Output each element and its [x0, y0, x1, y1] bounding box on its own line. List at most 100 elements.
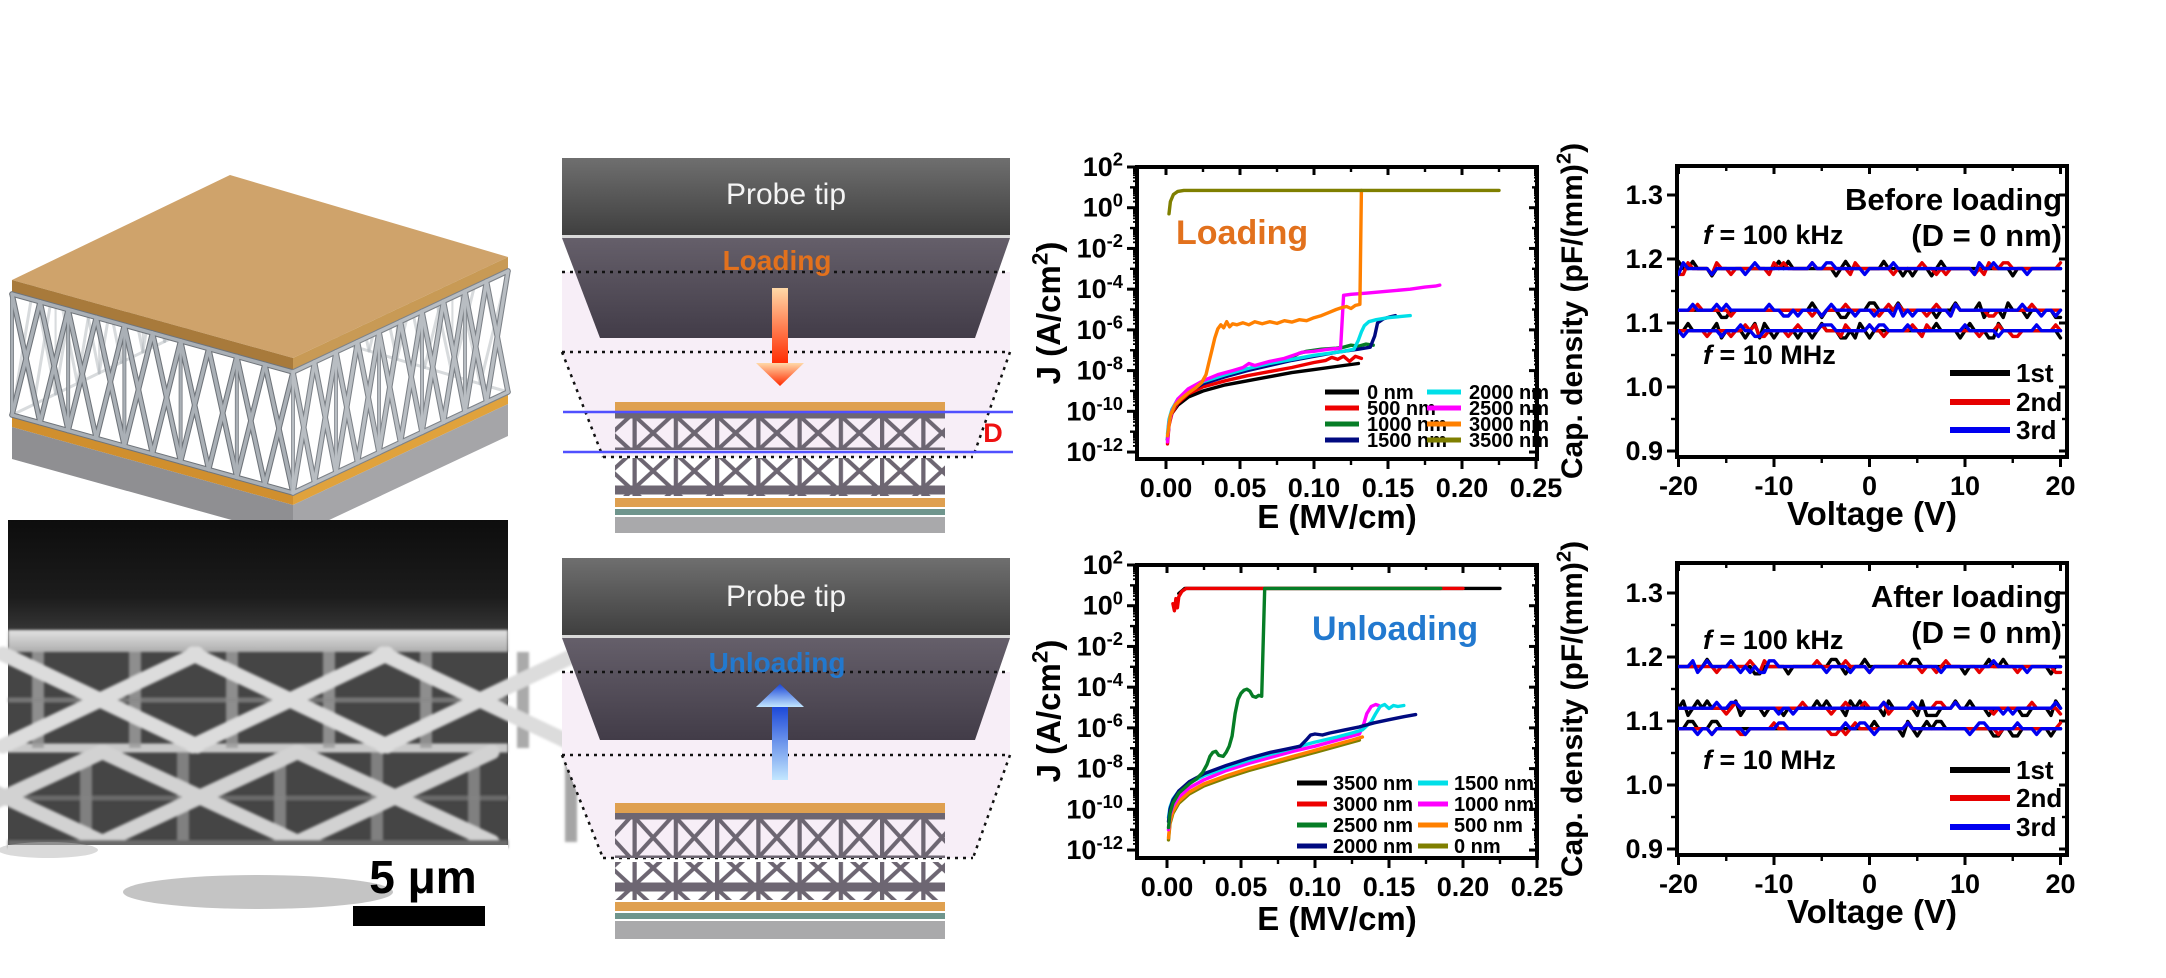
y-tick-label: 1.2: [1625, 642, 1663, 672]
probe-tip-label-unloading: Probe tip: [725, 580, 847, 613]
legend-label: 3rd: [2016, 415, 2056, 445]
substrate-right: [293, 404, 508, 537]
line: [420, 309, 446, 424]
sem-top-plate: [8, 520, 508, 630]
je-unloading-chart: 0.00 0.05 0.10 0.15 0.20 0.25 10-12 10-10 10-8 10…: [1027, 547, 1563, 937]
line: [94, 323, 127, 441]
x-tick-label: 20: [2045, 869, 2075, 899]
y-tick-label: 10-6: [1077, 312, 1123, 345]
adhesion-layer: [615, 509, 945, 515]
line: [0, 744, 110, 808]
x-tick-label: 0.10: [1289, 872, 1342, 902]
legend-label: 0 nm: [1367, 382, 1414, 404]
x-tick-label: 0: [1862, 869, 1877, 899]
y-axis-label: Cap. density (pF/(mm)2): [1554, 541, 1589, 877]
series-group: [1166, 586, 1502, 842]
series-2500-nm: [1166, 586, 1443, 830]
line: [206, 354, 239, 472]
substrate: [615, 921, 945, 939]
x-axis-label: Voltage (V): [1787, 893, 1957, 930]
line: [334, 350, 360, 465]
dotted-right: [971, 754, 1012, 859]
band-2-3rd: [1678, 721, 2063, 737]
x-tick-label: -10: [1754, 471, 1793, 501]
lattice-row-2: [615, 458, 945, 496]
lattice-3d-render: [9, 175, 511, 537]
y-tick-label: 0.9: [1625, 834, 1663, 864]
arrow-head: [756, 684, 804, 707]
sem-debris: [123, 875, 393, 909]
plate-top-face: [12, 175, 508, 358]
plot-frame: [1675, 561, 2069, 857]
series-500-nm: [1166, 735, 1365, 840]
displacement-d-label: D: [983, 418, 1003, 448]
x-tick-label: 0.20: [1437, 872, 1490, 902]
annotation-title: Before loading: [1845, 182, 2062, 217]
y-tick-label: 10-10: [1066, 791, 1123, 824]
x-axis-label: Voltage (V): [1787, 495, 1957, 532]
legend-label: 2000 nm: [1333, 836, 1413, 858]
line: [235, 354, 267, 487]
dotted-left: [560, 351, 605, 458]
top-electrode: [615, 402, 945, 412]
unloading-label: Unloading: [708, 647, 846, 678]
band-2-3rd: [1678, 323, 2063, 339]
y-tick-label: 10-2: [1077, 230, 1123, 263]
series-3000-nm: [1171, 586, 1465, 613]
top-electrode: [615, 803, 945, 813]
line: [375, 646, 585, 754]
bottom-electrode: [615, 498, 945, 507]
y-tick-label: 10-4: [1077, 271, 1124, 304]
y-axis-label: J (A/cm2): [1027, 640, 1067, 783]
legend-label: 2nd: [2016, 387, 2062, 417]
y-axis-label: Cap. density (pF/(mm)2): [1554, 143, 1589, 479]
line: [463, 289, 489, 404]
series-group: [1165, 188, 1501, 446]
probe-tip-cone: [562, 638, 1010, 740]
chart-title: Unloading: [1312, 610, 1478, 648]
y-axis-label: J (A/cm2): [1027, 242, 1067, 385]
y-tick-label: 10-2: [1077, 628, 1123, 661]
y-tick-label: 10-12: [1066, 434, 1123, 467]
annotation-freq_top: f = 100 kHz: [1703, 220, 1843, 250]
y-tick-label: 10-12: [1066, 832, 1123, 865]
legend-label: 1500 nm: [1367, 430, 1447, 452]
x-axis-label: E (MV/cm): [1257, 900, 1417, 937]
band-1-3rd: [1678, 700, 2063, 716]
legend-label: 500 nm: [1367, 398, 1436, 420]
x-tick-label: 10: [1950, 869, 1980, 899]
probe-separator: [562, 635, 1010, 638]
probe-separator: [562, 235, 1010, 238]
chart-title: Loading: [1176, 214, 1308, 252]
substrate: [615, 517, 945, 533]
series-500-nm: [1165, 354, 1364, 446]
y-tick-label: 1.3: [1625, 578, 1663, 608]
line: [38, 307, 70, 425]
legend-label: 1st: [2016, 755, 2054, 785]
sem-scale-label: 5 μm: [369, 851, 477, 903]
axes: 0.00 0.05 0.10 0.15 0.20 0.25 10-12 10-10 10-8 10…: [1066, 547, 1563, 902]
series-3000-nm: [1165, 188, 1364, 438]
x-tick-label: -20: [1659, 869, 1698, 899]
plate-side-left: [12, 280, 293, 372]
lattice-row-2: [615, 862, 945, 900]
annotation-freq_top: f = 100 kHz: [1703, 625, 1843, 655]
x-tick-label: 0.20: [1436, 473, 1489, 503]
line: [66, 307, 99, 441]
series-2500-nm: [1165, 283, 1442, 444]
x-tick-label: 0.05: [1215, 872, 1268, 902]
legend-label: 3500 nm: [1333, 773, 1413, 795]
band-0-3rd: [1678, 659, 2063, 675]
lattice-front-struts: [9, 268, 511, 496]
x-tick-label: 20: [2045, 471, 2075, 501]
x-axis-label: E (MV/cm): [1257, 498, 1417, 535]
legend-label: 500 nm: [1454, 815, 1523, 837]
series-3500-nm: [1167, 188, 1501, 216]
line: [178, 339, 211, 472]
y-tick-label: 1.1: [1625, 706, 1663, 736]
line: [291, 370, 317, 485]
dotted-right: [971, 351, 1012, 458]
